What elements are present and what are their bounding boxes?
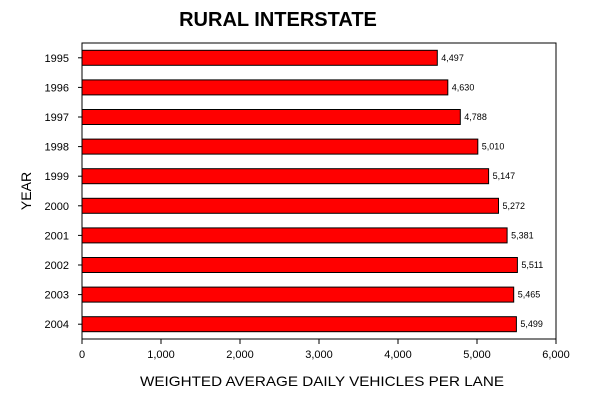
- x-tick-label: 0: [79, 349, 85, 361]
- bar-1998: [81, 138, 479, 155]
- data-label: 5,147: [493, 171, 516, 181]
- bar-1996: [81, 79, 449, 96]
- y-tick-label: 1995: [45, 53, 69, 65]
- data-label: 5,499: [520, 319, 543, 329]
- data-label: 4,630: [452, 82, 475, 92]
- y-tick-label: 2003: [45, 290, 69, 302]
- data-label: 5,465: [518, 290, 541, 300]
- x-axis-ticks: 0 1,000 2,000 3,000 4,000 5,000 6,000: [79, 339, 570, 361]
- y-tick-labels: 1995 1996 1997 1998 1999 2000 2001 2002 2003 2004: [45, 53, 82, 331]
- bars: [81, 49, 518, 333]
- x-tick-label: 3,000: [305, 349, 333, 361]
- y-tick-label: 2002: [45, 260, 69, 272]
- data-label: 5,381: [511, 230, 534, 240]
- data-label: 5,010: [482, 142, 505, 152]
- bar-1997: [81, 109, 461, 125]
- chart-title: RURAL INTERSTATE: [179, 9, 377, 31]
- bar-2000: [81, 197, 499, 214]
- y-tick-label: 2004: [45, 319, 69, 331]
- y-tick-label: 1999: [45, 171, 69, 183]
- data-label: 4,497: [441, 53, 464, 63]
- x-axis-title: WEIGHTED AVERAGE DAILY VEHICLES PER LANE: [140, 373, 504, 389]
- x-tick-label: 5,000: [463, 349, 491, 361]
- x-tick-label: 4,000: [384, 349, 412, 361]
- bar-2001: [81, 227, 508, 244]
- data-label: 5,272: [503, 201, 526, 211]
- x-tick-label: 1,000: [147, 349, 175, 361]
- y-axis-title: YEAR: [18, 172, 34, 210]
- y-tick-label: 2000: [45, 201, 69, 213]
- bar-1995: [81, 49, 438, 66]
- bar-2002: [81, 257, 518, 273]
- y-tick-label: 2001: [45, 230, 69, 242]
- y-tick-label: 1996: [45, 82, 69, 94]
- data-label: 5,511: [521, 260, 543, 270]
- y-tick-label: 1997: [45, 112, 69, 124]
- bar-1999: [81, 168, 490, 185]
- bar-2004: [81, 316, 517, 333]
- x-tick-label: 2,000: [226, 349, 254, 361]
- bar-2003: [81, 286, 515, 303]
- y-tick-label: 1998: [45, 142, 69, 154]
- data-labels: 4,497 4,630 4,788 5,010 5,147 5,272 5,381 5,511…: [441, 53, 543, 329]
- data-label: 4,788: [464, 112, 487, 122]
- x-tick-label: 6,000: [542, 349, 570, 361]
